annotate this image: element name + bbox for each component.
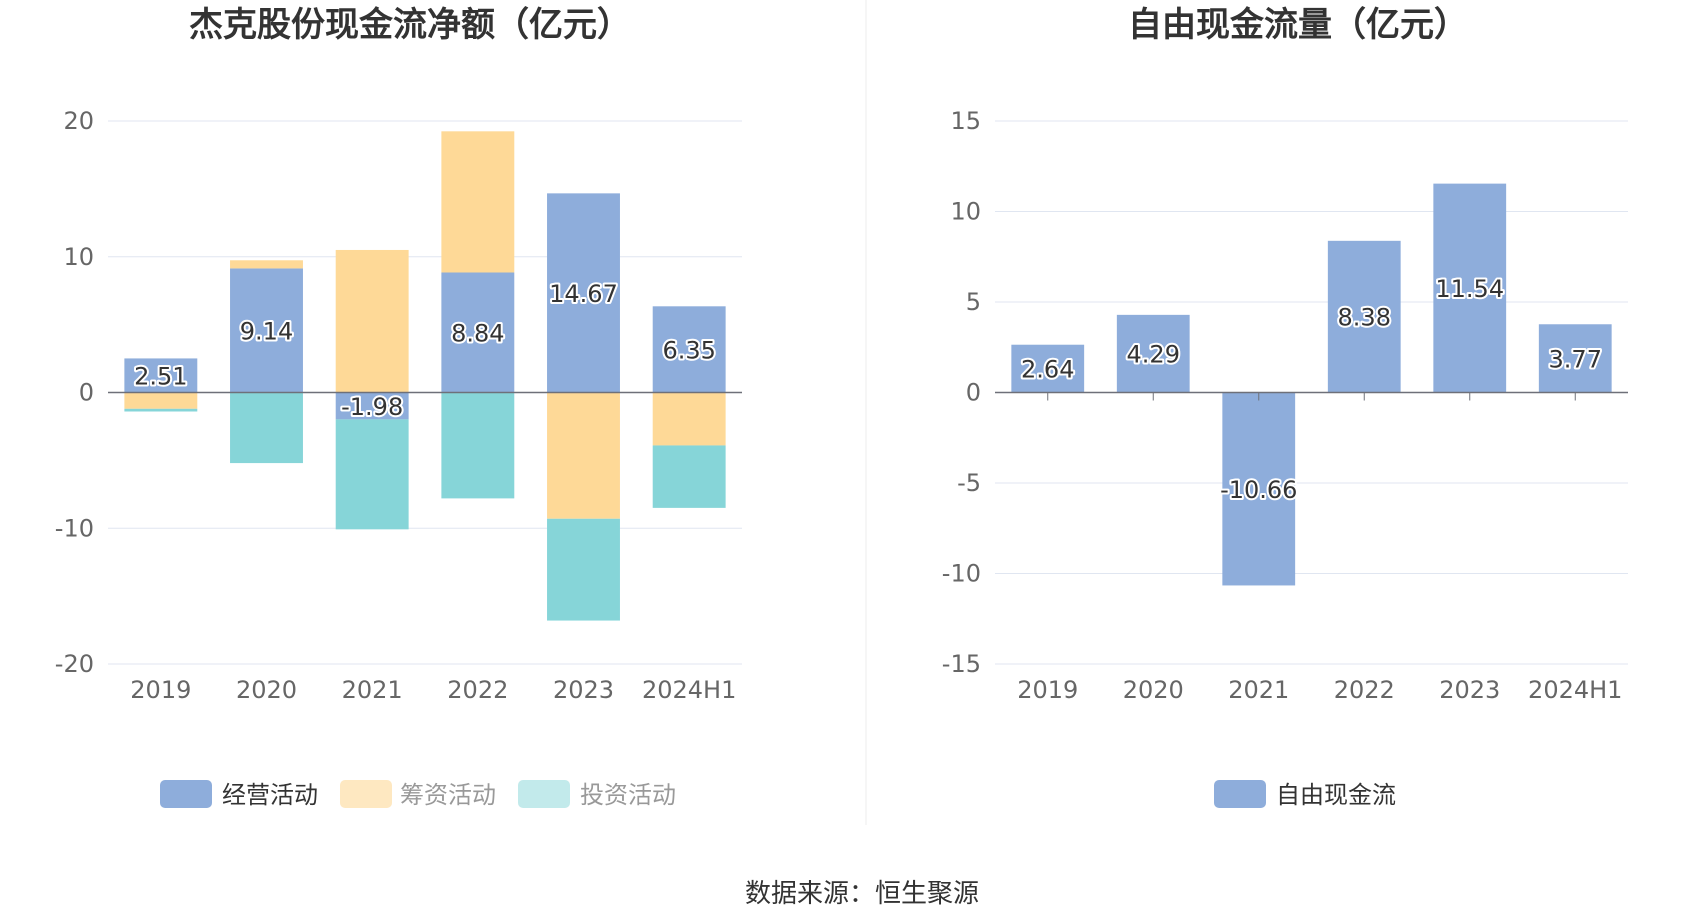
fcf-legend: 自由现金流 [1214, 780, 1396, 809]
data-label: 4.29 [1127, 341, 1180, 369]
legend-label-financing: 筹资活动 [400, 781, 496, 809]
legend-item-operating[interactable]: 经营活动 [160, 780, 318, 809]
data-label: -1.98 [341, 393, 403, 421]
data-label: 14.67 [549, 280, 618, 308]
y-tick-label: 20 [63, 107, 94, 135]
data-label: 2.64 [1021, 356, 1074, 384]
x-tick-label: 2022 [447, 676, 508, 704]
bar-left-s0-2021[interactable] [335, 392, 409, 420]
bar-left-s0-2020[interactable] [230, 268, 303, 393]
y-tick-label: 0 [79, 379, 94, 407]
cashflow-legend: 经营活动 筹资活动 投资活动 [160, 780, 676, 809]
x-tick-label: 2020 [236, 676, 297, 704]
legend-swatch-fcf [1214, 780, 1266, 808]
bar-left-s0-2023[interactable] [547, 193, 620, 393]
bar-left-s1-2019[interactable] [124, 392, 198, 409]
data-label: 8.84 [451, 319, 504, 347]
bar-left-s1-2022[interactable] [441, 131, 515, 273]
bar-left-s0-2024H1[interactable] [652, 306, 726, 393]
x-tick-label: 2021 [1228, 676, 1289, 704]
y-tick-label: -10 [55, 514, 94, 542]
bar-left-s2-2019[interactable] [124, 408, 198, 412]
bar-right-s0-2019[interactable] [1011, 344, 1085, 393]
bar-left-s1-2023[interactable] [547, 392, 620, 519]
y-tick-label: 5 [966, 288, 981, 316]
data-label: 9.14 [240, 317, 293, 345]
x-tick-label: 2024H1 [1528, 676, 1622, 704]
bar-right-s0-2020[interactable] [1116, 314, 1190, 393]
y-tick-label: 10 [63, 243, 94, 271]
bar-left-s2-2022[interactable] [441, 392, 515, 499]
x-tick-label: 2024H1 [642, 676, 736, 704]
data-label: 6.35 [662, 336, 715, 364]
legend-label-operating: 经营活动 [222, 781, 318, 809]
bar-left-s1-2020[interactable] [230, 260, 303, 269]
x-tick-label: 2019 [1017, 676, 1078, 704]
x-tick-label: 2021 [342, 676, 403, 704]
y-tick-label: 0 [966, 379, 981, 407]
fcf-chart-title: 自由现金流量（亿元） [1128, 5, 1468, 45]
legend-swatch-operating [160, 780, 212, 808]
legend-label-investing: 投资活动 [580, 781, 676, 809]
bar-left-s1-2021[interactable] [335, 249, 409, 393]
legend-swatch-investing [518, 780, 570, 808]
y-tick-label: -10 [942, 560, 981, 588]
cashflow-chart: 杰克股份现金流净额（亿元） 20 10 0 -10 -20 2019 2020 2021 202… [55, 5, 742, 809]
y-tick-label: -5 [957, 469, 981, 497]
data-source: 数据来源：恒生聚源 [745, 879, 979, 909]
bar-left-s1-2024H1[interactable] [652, 392, 726, 446]
bar-right-s0-2022[interactable] [1327, 240, 1401, 393]
bar-right-s0-2024H1[interactable] [1538, 324, 1612, 393]
legend-label-fcf: 自由现金流 [1276, 781, 1396, 809]
y-tick-label: 10 [950, 198, 981, 226]
bar-left-s2-2023[interactable] [547, 518, 620, 621]
x-tick-label: 2023 [553, 676, 614, 704]
data-label: 8.38 [1338, 304, 1391, 332]
x-tick-label: 2019 [130, 676, 191, 704]
y-tick-label: 15 [950, 107, 981, 135]
y-tick-label: -20 [55, 650, 94, 678]
data-label: 2.51 [134, 362, 187, 390]
bar-right-s0-2023[interactable] [1433, 183, 1507, 393]
x-tick-label: 2020 [1123, 676, 1184, 704]
x-tick-label: 2022 [1334, 676, 1395, 704]
bar-left-s0-2022[interactable] [441, 272, 515, 393]
bar-right-s0-2021[interactable] [1222, 392, 1296, 586]
data-label: 11.54 [1435, 275, 1504, 303]
legend-item-financing[interactable]: 筹资活动 [340, 780, 496, 809]
x-tick-label: 2023 [1439, 676, 1500, 704]
bar-left-s2-2020[interactable] [230, 392, 303, 464]
bar-left-s2-2021[interactable] [335, 419, 409, 530]
bar-left-s0-2019[interactable] [124, 358, 198, 393]
legend-item-investing[interactable]: 投资活动 [518, 780, 676, 809]
bar-left-s2-2024H1[interactable] [652, 445, 726, 508]
data-label: 3.77 [1549, 345, 1602, 373]
y-tick-label: -15 [942, 650, 981, 678]
data-label: -10.66 [1220, 476, 1297, 504]
legend-item-fcf[interactable]: 自由现金流 [1214, 780, 1396, 809]
legend-swatch-financing [340, 780, 392, 808]
cashflow-chart-title: 杰克股份现金流净额（亿元） [189, 5, 631, 45]
fcf-chart: 自由现金流量（亿元） 15 10 5 0 -5 -10 -15 2019 2020 2021 202… [942, 5, 1628, 809]
